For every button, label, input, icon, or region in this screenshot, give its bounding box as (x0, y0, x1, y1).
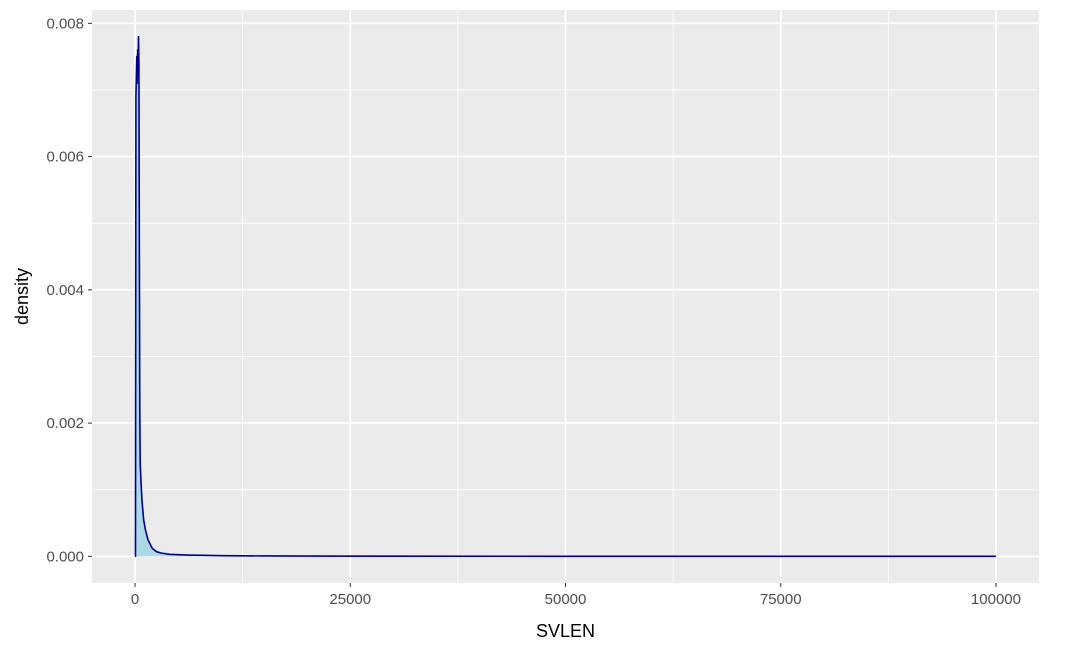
y-tick-label: 0.006 (46, 149, 84, 166)
x-tick-label: 0 (131, 591, 139, 608)
y-tick-label: 0.000 (46, 548, 84, 565)
y-axis-title: density (12, 268, 32, 325)
y-tick-label: 0.004 (46, 282, 84, 299)
density-line (134, 35, 996, 558)
y-axis: 0.000 0.002 0.004 0.006 0.008 (46, 15, 92, 565)
y-tick-label: 0.002 (46, 415, 84, 432)
series-layer (134, 35, 996, 558)
x-axis-title: SVLEN (536, 621, 595, 641)
x-tick-label: 50000 (545, 591, 587, 608)
x-tick-label: 75000 (760, 591, 802, 608)
x-tick-label: 25000 (329, 591, 371, 608)
x-tick-label: 100000 (971, 591, 1021, 608)
x-axis: 0 25000 50000 75000 100000 (131, 583, 1021, 608)
y-tick-label: 0.008 (46, 15, 84, 32)
